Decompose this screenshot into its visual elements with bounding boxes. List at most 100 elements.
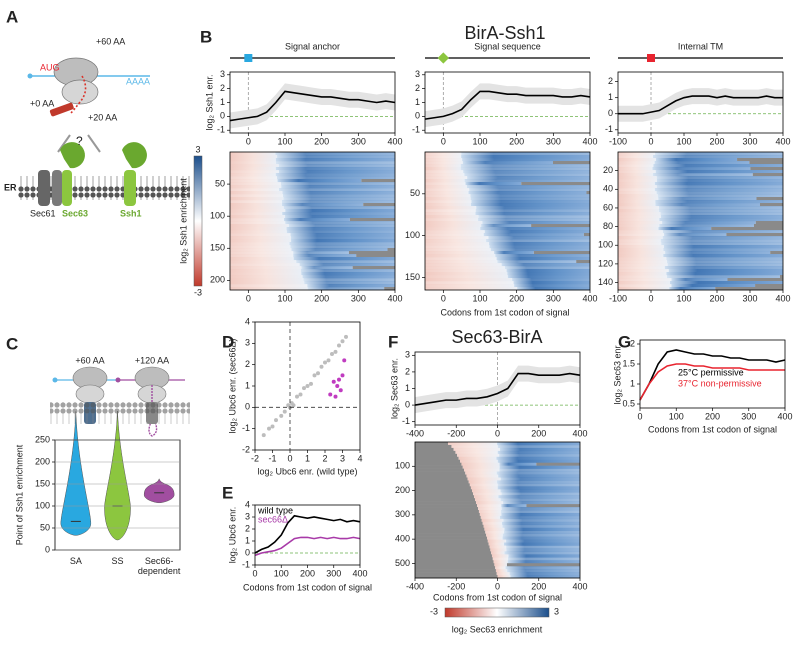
heatmap-row [462, 161, 553, 165]
scatter-point [344, 334, 348, 339]
scatter-point [282, 409, 287, 414]
y-tick-label: 100 [405, 230, 420, 240]
y-tick-label: 1.5 [622, 358, 635, 368]
scatter-point [305, 384, 310, 388]
heatmap-row [425, 161, 463, 165]
heatmap-row [496, 471, 580, 475]
heatmap-missing [415, 569, 496, 573]
heatmap-row [618, 191, 657, 195]
legend-label: 37°C non-permissive [678, 378, 762, 388]
heatmap-row [618, 254, 664, 258]
heatmap-row [507, 272, 590, 276]
heatmap-row [618, 245, 664, 249]
heatmap-row [618, 224, 660, 228]
heatmap-row [486, 239, 590, 243]
heatmap-row [618, 239, 661, 243]
heatmap-row [658, 206, 783, 210]
heatmap-row [497, 444, 580, 449]
heatmap-missing [415, 510, 479, 514]
heatmap-row [490, 248, 590, 252]
heatmap-row [618, 197, 659, 201]
heatmap-row [230, 248, 292, 252]
heatmap-row [489, 545, 507, 549]
data-line [618, 95, 783, 115]
heatmap-missing [759, 203, 783, 207]
x-tick-label: 200 [531, 428, 546, 438]
heatmap-row [497, 480, 580, 484]
scatter-point [330, 352, 334, 356]
heatmap-row [491, 554, 509, 558]
heatmap-row [484, 527, 505, 531]
heatmap-row [230, 194, 283, 198]
y-tick-label: 2 [630, 338, 635, 348]
x-tick-label: 0 [648, 293, 653, 303]
heatmap-row [285, 221, 395, 225]
heatmap-row [280, 182, 395, 186]
heatmap-row [302, 275, 395, 279]
heatmap-missing [415, 557, 493, 561]
heatmap-row [618, 266, 665, 270]
violin-body [104, 410, 131, 541]
confidence-band [425, 83, 590, 128]
heatmap-row [478, 215, 590, 219]
heatmap-row [661, 242, 783, 246]
heatmap-row [660, 212, 783, 216]
heatmap-row [671, 278, 728, 282]
heatmap-row [230, 221, 286, 225]
heatmap-row [618, 218, 660, 222]
scatter-point [295, 394, 299, 399]
heatmap-row [425, 194, 471, 198]
heatmap-row [230, 284, 308, 288]
heatmap-row [230, 224, 289, 228]
heatmap-row [504, 551, 580, 555]
x-tick-label: 100 [669, 411, 684, 421]
heatmap-row [293, 251, 349, 255]
data-line [414, 372, 581, 406]
heatmap-row [461, 462, 500, 466]
heatmap-row [497, 575, 511, 579]
y-tick-label: 250 [35, 434, 50, 444]
heatmap-row [425, 212, 476, 216]
heatmap-row [303, 278, 395, 282]
heatmap-row [618, 185, 657, 189]
heatmap-row [277, 155, 395, 159]
heatmap-row [509, 572, 580, 576]
heatmap-row [496, 257, 590, 261]
x-tick-label: 400 [387, 293, 402, 303]
heatmap-row [230, 227, 287, 231]
heatmap-row [483, 233, 584, 237]
heatmap-row [463, 170, 590, 174]
heatmap-row [275, 158, 395, 162]
heatmap-row [663, 233, 727, 237]
heatmap-missing [356, 254, 395, 258]
heatmap-row [618, 188, 655, 192]
heatmap-missing [415, 477, 468, 481]
x-tick-label: -200 [447, 428, 465, 438]
heatmap-row [487, 539, 507, 543]
x-tick-label: 200 [509, 136, 524, 146]
heatmap-missing [536, 462, 580, 466]
heatmap-row [480, 515, 500, 520]
heatmap-row [425, 236, 489, 240]
x-axis-label: log₂ Ubc6 enr. (wild type) [257, 466, 357, 476]
x-tick-label: -100 [609, 293, 627, 303]
heatmap-row [230, 242, 290, 246]
heatmap-row [476, 206, 590, 210]
heatmap-row [507, 560, 580, 564]
y-tick-label: -1 [242, 423, 250, 433]
heatmap-missing [415, 495, 475, 499]
heatmap-row [275, 152, 395, 156]
heatmap-row [230, 215, 286, 219]
heatmap-missing [415, 489, 473, 493]
heatmap-row [468, 191, 587, 195]
y-tick-label: 0 [220, 111, 225, 121]
heatmap-missing [415, 465, 463, 469]
heatmap-row [659, 218, 783, 222]
heatmap-row [495, 569, 508, 573]
heatmap-row [618, 176, 657, 180]
heatmap-row [507, 275, 590, 279]
heatmap-row [278, 170, 395, 174]
heatmap-row [448, 442, 498, 446]
heatmap-row [618, 269, 669, 273]
heatmap-row [502, 533, 580, 537]
